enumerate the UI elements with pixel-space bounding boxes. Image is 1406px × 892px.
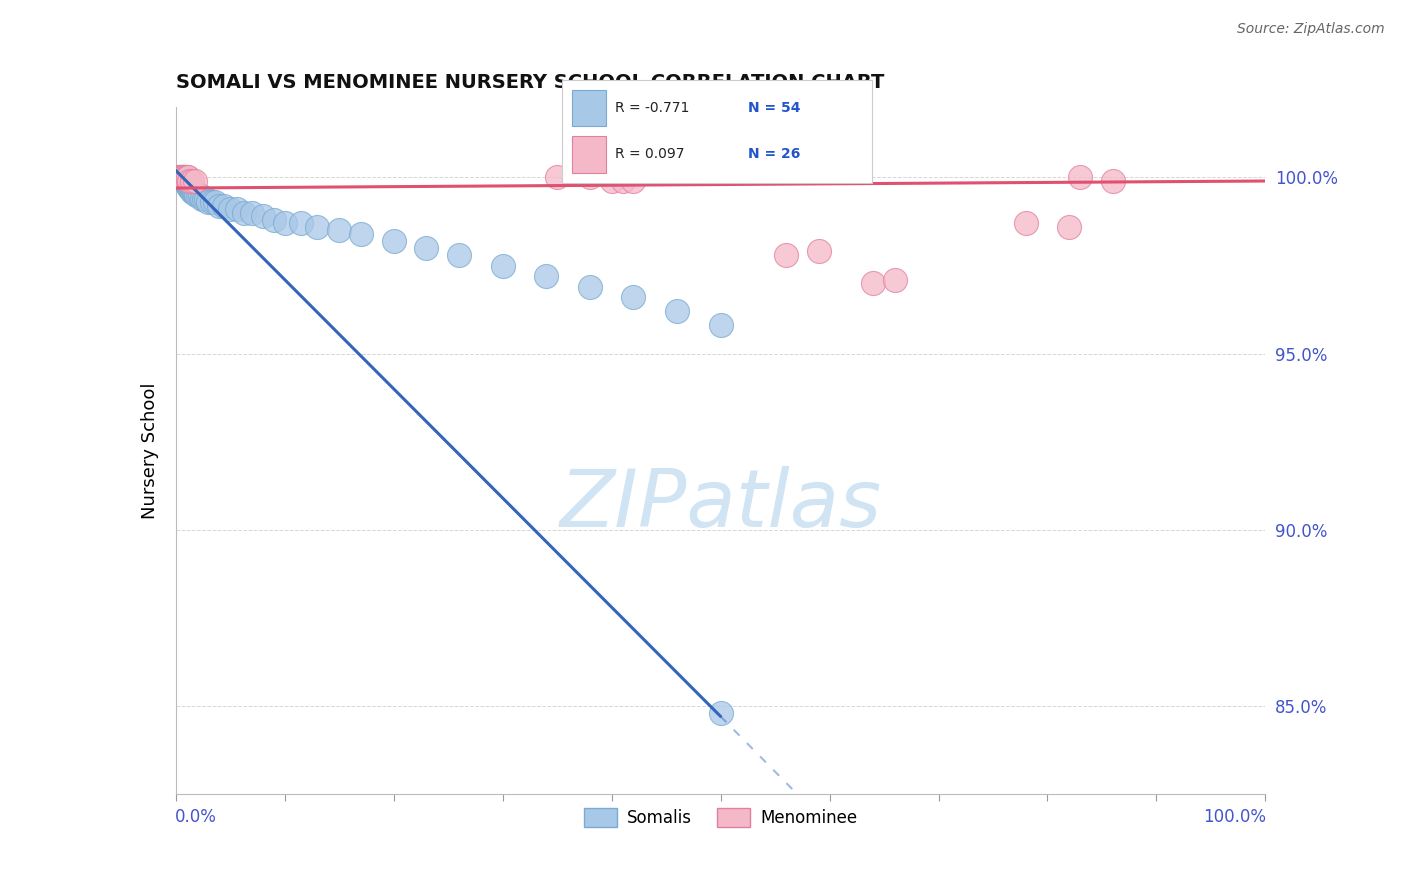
Point bbox=[1057, 219, 1080, 234]
Point bbox=[180, 181, 202, 195]
Point bbox=[546, 170, 568, 185]
Point bbox=[579, 170, 602, 185]
Point bbox=[173, 170, 195, 185]
Point bbox=[193, 192, 215, 206]
Point bbox=[240, 205, 263, 219]
Text: N = 26: N = 26 bbox=[748, 147, 800, 161]
Point bbox=[252, 209, 274, 223]
Text: 0.0%: 0.0% bbox=[174, 808, 217, 826]
Point bbox=[534, 269, 557, 284]
Point bbox=[186, 188, 208, 202]
Point bbox=[167, 170, 190, 185]
Point bbox=[176, 178, 198, 192]
Point bbox=[177, 178, 200, 192]
Point bbox=[710, 706, 733, 720]
Point bbox=[172, 170, 194, 185]
Point bbox=[290, 216, 312, 230]
Point bbox=[177, 181, 200, 195]
Point bbox=[181, 181, 204, 195]
Text: Source: ZipAtlas.com: Source: ZipAtlas.com bbox=[1237, 22, 1385, 37]
Point bbox=[177, 178, 200, 192]
Point bbox=[212, 199, 235, 213]
Point bbox=[197, 195, 219, 210]
Point bbox=[191, 192, 214, 206]
Legend: Somalis, Menominee: Somalis, Menominee bbox=[576, 801, 865, 834]
Text: SOMALI VS MENOMINEE NURSERY SCHOOL CORRELATION CHART: SOMALI VS MENOMINEE NURSERY SCHOOL CORRE… bbox=[176, 72, 884, 92]
Point bbox=[173, 174, 195, 188]
Point bbox=[183, 185, 205, 199]
Text: N = 54: N = 54 bbox=[748, 101, 800, 115]
Point bbox=[170, 170, 193, 185]
Point bbox=[666, 304, 689, 318]
Point bbox=[173, 170, 195, 185]
Text: 100.0%: 100.0% bbox=[1204, 808, 1267, 826]
Point bbox=[492, 259, 515, 273]
Point bbox=[177, 178, 200, 192]
Point bbox=[225, 202, 247, 217]
Point bbox=[184, 174, 207, 188]
Point bbox=[174, 170, 197, 185]
Point bbox=[274, 216, 297, 230]
Point bbox=[600, 174, 623, 188]
Point bbox=[208, 199, 231, 213]
Point bbox=[172, 170, 194, 185]
Point bbox=[167, 170, 190, 185]
Point bbox=[807, 244, 830, 259]
Point bbox=[447, 248, 470, 262]
Point bbox=[181, 174, 204, 188]
Point bbox=[172, 170, 194, 185]
Point bbox=[710, 318, 733, 333]
Point bbox=[233, 205, 256, 219]
Point bbox=[184, 185, 207, 199]
Point bbox=[775, 248, 797, 262]
Text: R = -0.771: R = -0.771 bbox=[614, 101, 689, 115]
Point bbox=[174, 174, 197, 188]
FancyBboxPatch shape bbox=[562, 80, 872, 183]
Point bbox=[201, 195, 224, 210]
Point bbox=[188, 188, 211, 202]
Point bbox=[307, 219, 329, 234]
Point bbox=[179, 181, 201, 195]
Point bbox=[621, 174, 644, 188]
FancyBboxPatch shape bbox=[572, 89, 606, 127]
Point bbox=[219, 202, 242, 217]
Point bbox=[181, 185, 204, 199]
Point bbox=[169, 170, 191, 185]
Point bbox=[350, 227, 373, 241]
Text: ZIPatlas: ZIPatlas bbox=[560, 467, 882, 544]
Point bbox=[177, 170, 200, 185]
Point bbox=[176, 174, 198, 188]
Point bbox=[167, 170, 190, 185]
Point bbox=[621, 290, 644, 304]
Point bbox=[1069, 170, 1091, 185]
Point bbox=[181, 185, 204, 199]
Point bbox=[195, 192, 218, 206]
FancyBboxPatch shape bbox=[572, 136, 606, 173]
Point bbox=[1015, 216, 1038, 230]
Point bbox=[186, 188, 209, 202]
Point bbox=[884, 272, 907, 286]
Point bbox=[579, 279, 602, 293]
Text: R = 0.097: R = 0.097 bbox=[614, 147, 685, 161]
Point bbox=[179, 181, 201, 195]
Point bbox=[170, 170, 193, 185]
Point bbox=[177, 174, 200, 188]
Point bbox=[382, 234, 405, 248]
Point bbox=[172, 170, 194, 185]
Y-axis label: Nursery School: Nursery School bbox=[141, 382, 159, 519]
Point bbox=[328, 223, 350, 237]
Point bbox=[415, 241, 437, 255]
Point bbox=[862, 276, 884, 290]
Point bbox=[176, 170, 198, 185]
Point bbox=[263, 212, 285, 227]
Point bbox=[204, 195, 226, 210]
Point bbox=[169, 170, 191, 185]
Point bbox=[612, 174, 634, 188]
Point bbox=[1102, 174, 1125, 188]
